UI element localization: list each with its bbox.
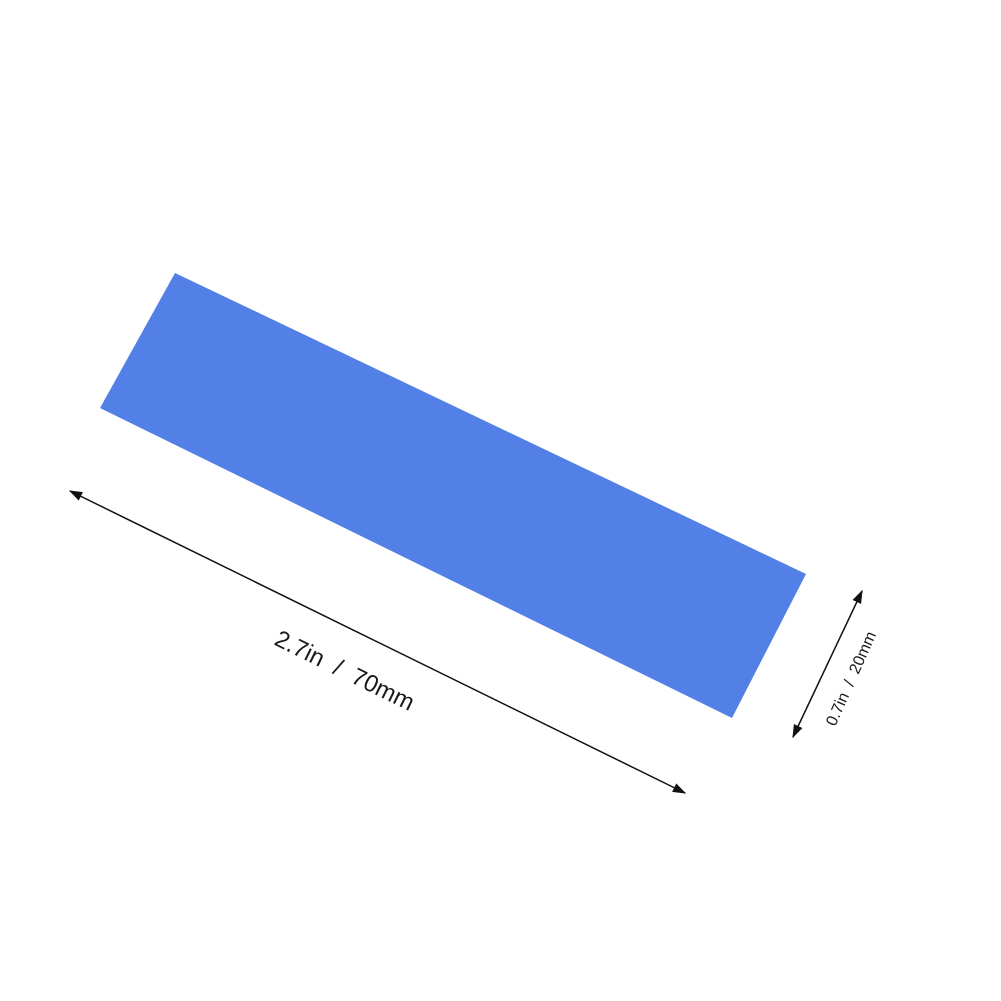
blue-strip	[100, 273, 806, 718]
length-arrow-line	[68, 490, 687, 794]
length-label: 2.7in / 70mm	[270, 625, 418, 716]
width-dimension: 0.7in / 20mm	[792, 589, 880, 739]
width-label: 0.7in / 20mm	[823, 629, 880, 729]
width-arrow-line	[792, 589, 863, 739]
